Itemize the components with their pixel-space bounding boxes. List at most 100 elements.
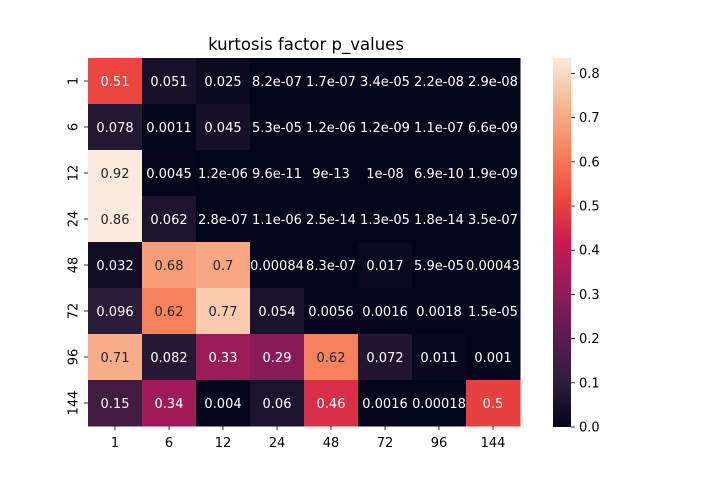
cell-annotation: 0.032	[96, 259, 133, 274]
heatmap-cell	[196, 334, 251, 381]
heatmap-cell	[196, 196, 251, 243]
heatmap-cell	[196, 150, 251, 197]
colorbar-tick-label: 0.2	[579, 332, 600, 347]
heatmap-cell	[466, 196, 521, 243]
x-tick-label: 48	[323, 436, 340, 451]
cell-annotation: 0.001	[474, 351, 511, 366]
heatmap-cell	[142, 150, 197, 197]
cell-annotation: 0.7	[213, 259, 234, 274]
heatmap-cell	[358, 242, 413, 289]
x-tick-label: 144	[481, 436, 506, 451]
cell-annotation: 0.0016	[362, 397, 408, 412]
colorbar-tick-label: 0.8	[579, 67, 600, 82]
heatmap-cell	[358, 334, 413, 381]
heatmap-cell	[304, 334, 359, 381]
heatmap-cell	[412, 104, 467, 151]
cell-annotation: 0.34	[155, 397, 184, 412]
cell-annotation: 0.71	[101, 351, 130, 366]
colorbar: 0.0 0.1 0.2 0.3 0.4 0.5 0.6 0.7 0.8	[553, 58, 600, 436]
cell-annotation: 1.8e-14	[414, 213, 464, 228]
cell-annotation: 0.004	[204, 397, 241, 412]
cell-annotation: 0.0016	[362, 305, 408, 320]
cell-annotation: 0.0011	[146, 121, 192, 136]
heatmap-cell	[358, 150, 413, 197]
cell-annotation: 9.6e-11	[252, 167, 302, 182]
heatmap-cell	[88, 242, 143, 289]
heatmap-cell	[250, 288, 305, 335]
cell-annotation: 9e-13	[312, 167, 350, 182]
heatmap-cell	[250, 196, 305, 243]
colorbar-tick-label: 0.3	[579, 288, 600, 303]
y-tick-label: 24	[67, 211, 82, 228]
cell-annotation: 1.2e-06	[198, 167, 248, 182]
cell-annotation: 0.51	[101, 75, 130, 90]
heatmap-cell	[88, 288, 143, 335]
heatmap-cell	[142, 242, 197, 289]
heatmap-cell	[466, 288, 521, 335]
heatmap-cell	[88, 196, 143, 243]
y-tick-label: 72	[67, 303, 82, 320]
cell-annotation: 0.92	[101, 167, 130, 182]
heatmap-cell	[466, 58, 521, 105]
y-tick-label: 48	[67, 257, 82, 274]
cell-annotation: 0.054	[258, 305, 295, 320]
heatmap-cell	[142, 288, 197, 335]
heatmap-cell	[250, 104, 305, 151]
heatmap-cell	[142, 58, 197, 105]
cell-annotation: 0.15	[101, 397, 130, 412]
cell-annotation: 0.011	[420, 351, 457, 366]
heatmap-cell	[412, 380, 467, 427]
heatmap-cell	[412, 334, 467, 381]
cell-annotation: 2.8e-07	[198, 213, 248, 228]
heatmap-cells	[88, 58, 521, 427]
heatmap-cell	[304, 288, 359, 335]
cell-annotation: 2.9e-08	[468, 75, 518, 90]
cell-annotation: 0.051	[150, 75, 187, 90]
heatmap-cell	[358, 380, 413, 427]
heatmap-cell	[304, 150, 359, 197]
heatmap-cell	[412, 58, 467, 105]
cell-annotation: 0.5	[483, 397, 504, 412]
heatmap-cell	[196, 288, 251, 335]
x-tick-label: 12	[215, 436, 232, 451]
cell-annotation: 1.7e-07	[306, 75, 356, 90]
heatmap-cell	[196, 104, 251, 151]
heatmap-cell	[412, 288, 467, 335]
cell-annotations: 0.51 0.051 0.025 8.2e-07 1.7e-07 3.4e-05 2.2e-…	[96, 75, 519, 412]
cell-annotation: 0.62	[155, 305, 184, 320]
heatmap-cell	[196, 380, 251, 427]
heatmap-cell	[466, 380, 521, 427]
colorbar-tick-label: 0.5	[579, 200, 600, 215]
heatmap-cell	[358, 288, 413, 335]
cell-annotation: 0.46	[317, 397, 346, 412]
heatmap-cell	[250, 242, 305, 289]
y-axis: 1 6 12 24 48 72 96 144	[67, 77, 88, 415]
cell-annotation: 1.2e-09	[360, 121, 410, 136]
heatmap-cell	[358, 104, 413, 151]
cell-annotation: 0.078	[96, 121, 133, 136]
heatmap-cell	[142, 334, 197, 381]
heatmap-cell	[88, 334, 143, 381]
cell-annotation: 1.1e-07	[414, 121, 464, 136]
cell-annotation: 3.5e-07	[468, 213, 518, 228]
cell-annotation: 0.096	[96, 305, 133, 320]
heatmap-cell	[142, 196, 197, 243]
heatmap-cell	[358, 196, 413, 243]
heatmap-cell	[196, 242, 251, 289]
y-tick-label: 6	[67, 123, 82, 131]
cell-annotation: 1.9e-09	[468, 167, 518, 182]
heatmap-cell	[466, 150, 521, 197]
heatmap-cell	[412, 242, 467, 289]
colorbar-tick-label: 0.1	[579, 376, 600, 391]
cell-annotation: 1.5e-05	[468, 305, 518, 320]
colorbar-tick-label: 0.4	[579, 244, 600, 259]
cell-annotation: 1e-08	[366, 167, 404, 182]
heatmap-cell	[412, 150, 467, 197]
cell-annotation: 5.3e-05	[252, 121, 302, 136]
heatmap-cell	[250, 58, 305, 105]
cell-annotation: 6.6e-09	[468, 121, 518, 136]
cell-annotation: 1.2e-06	[306, 121, 356, 136]
cell-annotation: 8.2e-07	[252, 75, 302, 90]
